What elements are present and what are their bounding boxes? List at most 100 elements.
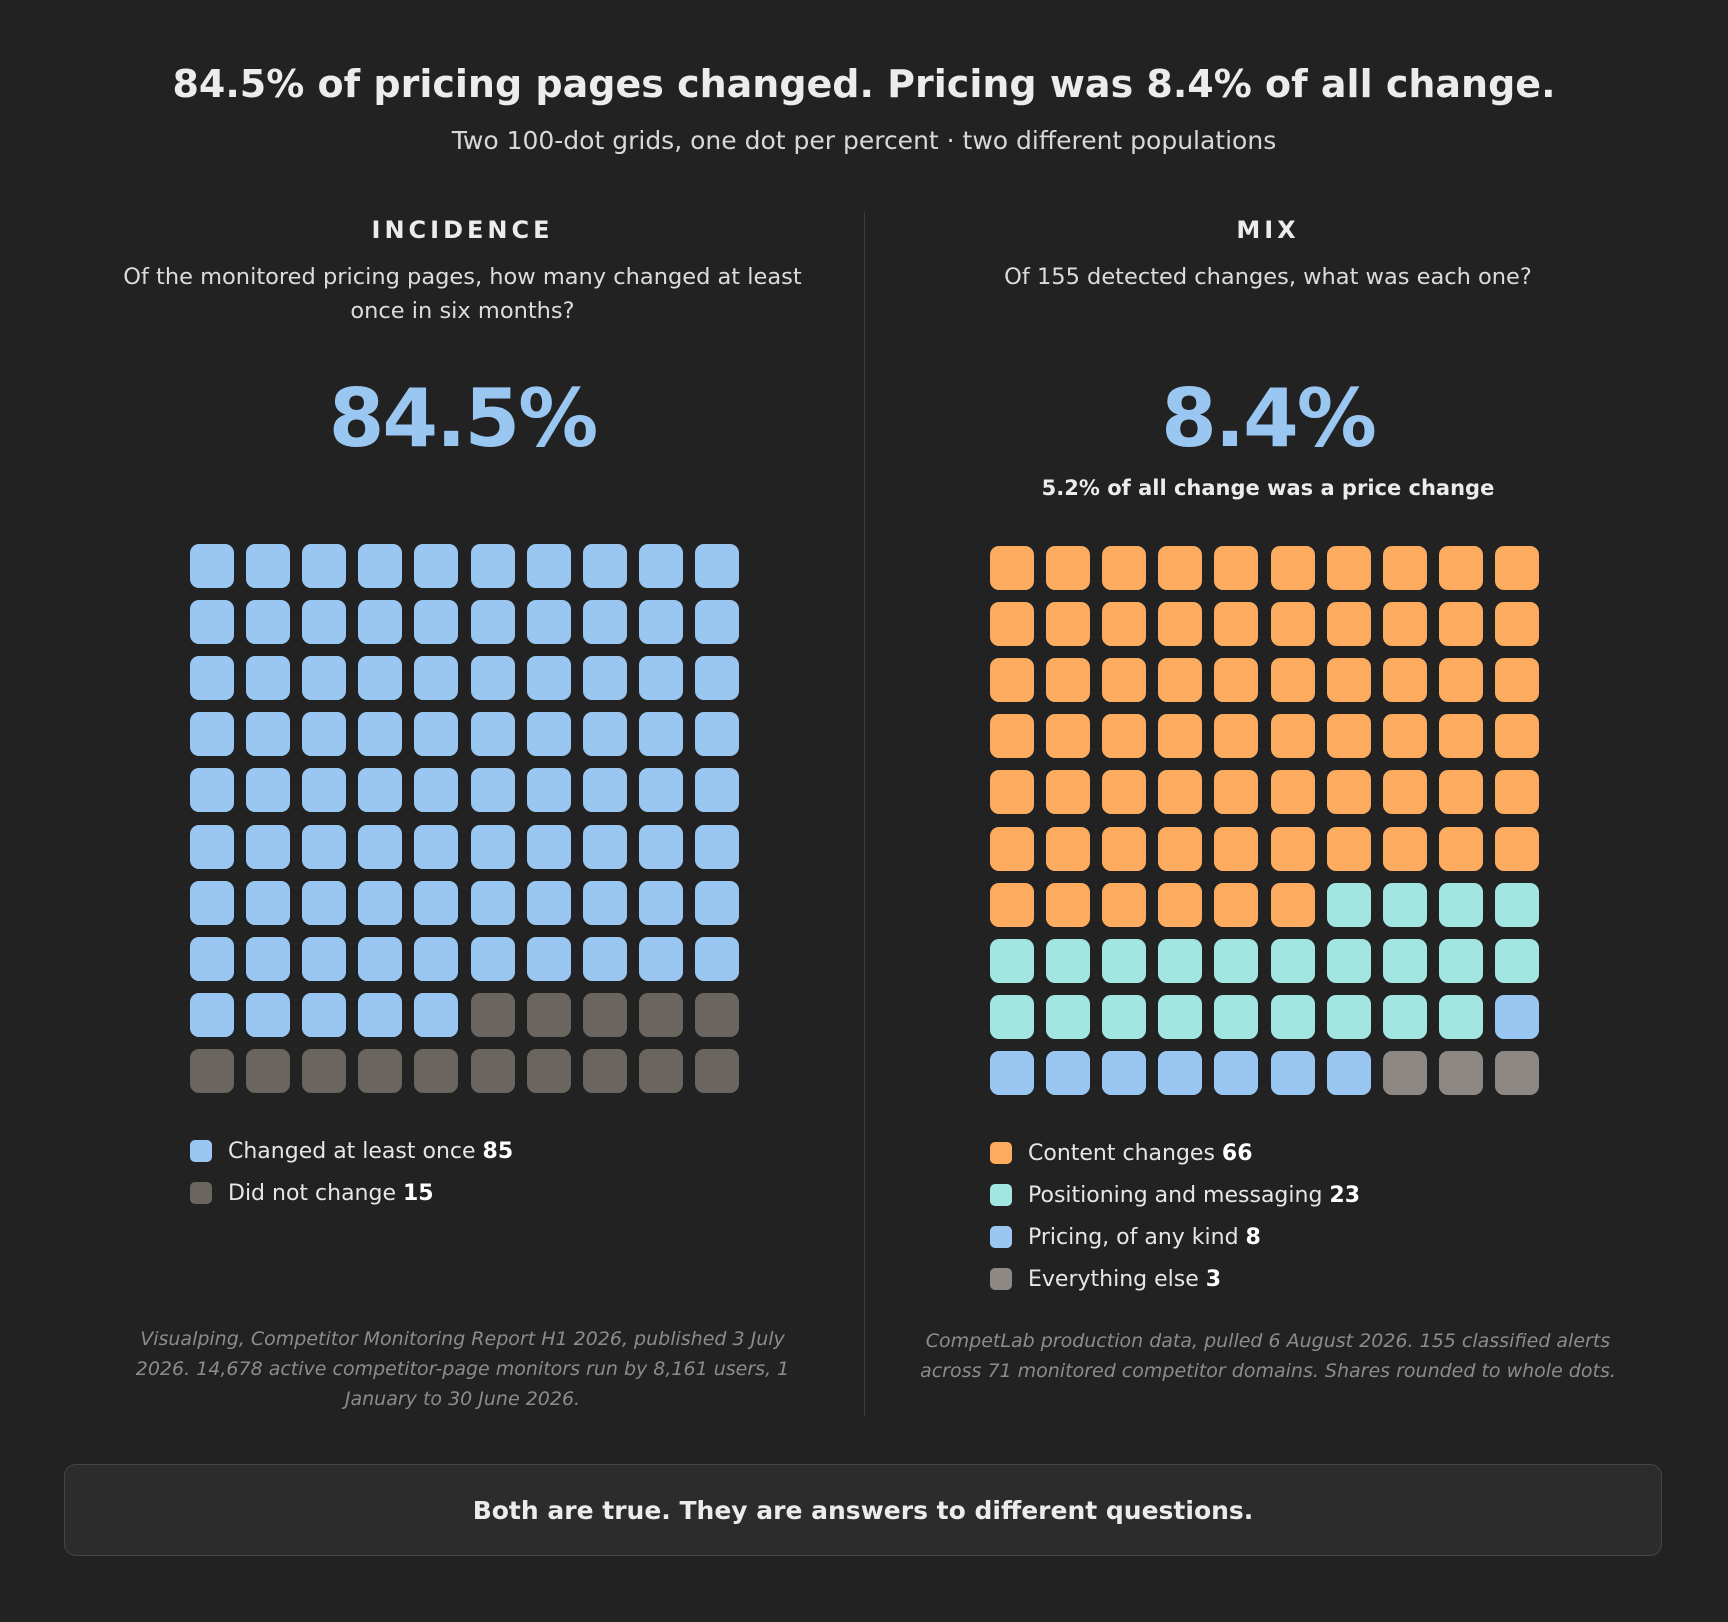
waffle-dot <box>1382 770 1427 815</box>
legend-item: Everything else 3 <box>990 1258 1360 1300</box>
waffle-dot <box>694 824 739 869</box>
waffle-dot <box>1438 994 1483 1039</box>
mix-source-note: CompetLab production data, pulled 6 Augu… <box>920 1330 1616 1382</box>
legend-value: 85 <box>482 1138 514 1164</box>
waffle-dot <box>526 544 571 588</box>
waffle-dot <box>246 1048 291 1093</box>
waffle-dot <box>1102 882 1147 927</box>
waffle-dot <box>414 768 459 813</box>
waffle-dot <box>1102 826 1147 871</box>
waffle-dot <box>1494 658 1539 703</box>
waffle-dot <box>1494 546 1539 590</box>
waffle-dot <box>990 882 1034 927</box>
waffle-dot <box>1270 826 1315 871</box>
panel-divider <box>864 212 865 1416</box>
waffle-dot <box>694 544 739 588</box>
waffle-dot <box>990 602 1034 647</box>
waffle-dot <box>1158 826 1203 871</box>
waffle-dot <box>526 824 571 869</box>
waffle-dot <box>414 824 459 869</box>
mix-question: Of 155 detected changes, what was each o… <box>1004 264 1532 290</box>
waffle-dot <box>1270 882 1315 927</box>
waffle-dot <box>1270 1050 1315 1095</box>
waffle-dot <box>1158 546 1203 590</box>
legend-label: Content changes <box>1028 1140 1215 1166</box>
waffle-dot <box>990 714 1034 759</box>
waffle-dot <box>1382 1050 1427 1095</box>
waffle-dot <box>1494 602 1539 647</box>
waffle-dot <box>1326 658 1371 703</box>
waffle-dot <box>638 600 683 645</box>
waffle-dot <box>1214 714 1259 759</box>
waffle-dot <box>1326 1050 1371 1095</box>
waffle-dot <box>1158 994 1203 1039</box>
waffle-dot <box>1102 658 1147 703</box>
waffle-dot <box>1494 994 1539 1039</box>
waffle-dot <box>470 880 515 925</box>
legend-value: 8 <box>1245 1224 1261 1250</box>
waffle-dot <box>694 1048 739 1093</box>
waffle-dot <box>1046 1050 1091 1095</box>
waffle-dot <box>990 770 1034 815</box>
waffle-dot <box>1382 826 1427 871</box>
waffle-dot <box>1438 826 1483 871</box>
incidence-legend: Changed at least once 85 Did not change 15 <box>190 1130 513 1214</box>
waffle-dot <box>246 600 291 645</box>
waffle-dot <box>190 1048 234 1093</box>
legend-swatch <box>990 1226 1012 1248</box>
waffle-dot <box>246 992 291 1037</box>
legend-value: 66 <box>1221 1140 1253 1166</box>
legend-value: 23 <box>1329 1182 1361 1208</box>
waffle-dot <box>1494 882 1539 927</box>
waffle-dot <box>246 768 291 813</box>
legend-item: Content changes 66 <box>990 1132 1360 1174</box>
waffle-dot <box>1326 546 1371 590</box>
waffle-dot <box>470 936 515 981</box>
waffle-dot <box>638 936 683 981</box>
waffle-dot <box>414 1048 459 1093</box>
waffle-dot <box>582 656 627 701</box>
waffle-dot <box>1102 546 1147 590</box>
waffle-dot <box>1494 770 1539 815</box>
waffle-dot <box>1102 770 1147 815</box>
legend-swatch <box>190 1140 212 1162</box>
waffle-dot <box>1326 602 1371 647</box>
waffle-dot <box>990 938 1034 983</box>
waffle-dot <box>694 992 739 1037</box>
waffle-dot <box>1046 938 1091 983</box>
waffle-dot <box>1494 1050 1539 1095</box>
waffle-dot <box>1158 770 1203 815</box>
waffle-dot <box>1438 938 1483 983</box>
waffle-dot <box>246 936 291 981</box>
waffle-dot <box>302 936 347 981</box>
waffle-dot <box>1382 882 1427 927</box>
waffle-dot <box>694 600 739 645</box>
legend-swatch <box>990 1268 1012 1290</box>
waffle-dot <box>638 712 683 757</box>
waffle-dot <box>638 1048 683 1093</box>
waffle-dot <box>1158 1050 1203 1095</box>
waffle-dot <box>1046 994 1091 1039</box>
waffle-dot <box>358 1048 403 1093</box>
waffle-dot <box>1270 546 1315 590</box>
waffle-dot <box>1046 546 1091 590</box>
waffle-dot <box>190 600 234 645</box>
legend-label: Changed at least once <box>228 1138 476 1164</box>
waffle-dot <box>1438 602 1483 647</box>
waffle-dot <box>414 656 459 701</box>
waffle-dot <box>582 544 627 588</box>
waffle-dot <box>990 546 1034 590</box>
waffle-dot <box>1046 658 1091 703</box>
waffle-dot <box>638 880 683 925</box>
waffle-dot <box>582 712 627 757</box>
waffle-dot <box>1438 1050 1483 1095</box>
chart-title: 84.5% of pricing pages changed. Pricing … <box>172 62 1556 106</box>
waffle-dot <box>1438 714 1483 759</box>
waffle-dot <box>694 936 739 981</box>
waffle-dot <box>190 992 234 1037</box>
waffle-dot <box>358 992 403 1037</box>
waffle-dot <box>1102 938 1147 983</box>
waffle-dot <box>1494 826 1539 871</box>
waffle-dot <box>1102 602 1147 647</box>
waffle-dot <box>1326 826 1371 871</box>
